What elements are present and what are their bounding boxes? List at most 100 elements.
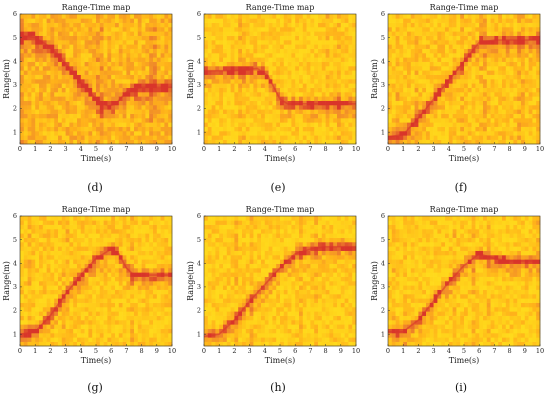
heatmap-cell [107, 92, 112, 97]
heatmap-cell [249, 48, 254, 54]
heatmap-cell [215, 27, 220, 32]
heatmap-cell [452, 109, 457, 114]
heatmap-cell [126, 320, 131, 325]
heatmap-cell [276, 135, 281, 140]
heatmap-cell [107, 135, 112, 140]
heatmap-cell [272, 40, 277, 45]
y-tick-label: 5 [13, 34, 17, 42]
heatmap-cell [314, 105, 319, 110]
heatmap-cell [77, 96, 82, 101]
heatmap-cell [156, 74, 161, 80]
heatmap-cell [344, 57, 349, 62]
heatmap-cell [46, 276, 51, 282]
heatmap-cell [318, 22, 323, 28]
heatmap-cell [456, 118, 461, 123]
heatmap-cell [103, 242, 108, 247]
heatmap-cell [145, 70, 150, 75]
heatmap-cell [340, 27, 345, 32]
heatmap-cell [272, 122, 277, 127]
heatmap-cell [329, 105, 334, 110]
heatmap-cell [521, 96, 526, 101]
heatmap-cell [348, 135, 353, 140]
heatmap-cell [204, 83, 209, 88]
heatmap-cell [242, 105, 247, 110]
heatmap-cell [299, 109, 304, 114]
heatmap-cell [302, 35, 307, 41]
heatmap-cell [58, 61, 63, 67]
heatmap-cell [137, 79, 142, 84]
heatmap-cell [268, 40, 273, 45]
heatmap-cell [20, 66, 25, 71]
heatmap-cell [77, 87, 82, 93]
heatmap-cell [50, 96, 55, 101]
heatmap-cell [50, 220, 55, 225]
heatmap-cell [498, 92, 503, 97]
heatmap-cell [50, 216, 55, 221]
heatmap-cell [118, 281, 123, 286]
heatmap-cell [31, 333, 36, 338]
heatmap-cell [422, 118, 427, 123]
heatmap-cell [126, 135, 131, 140]
heatmap-cell [272, 57, 277, 62]
heatmap-cell [299, 92, 304, 97]
x-tick-label: 5 [94, 347, 98, 355]
heatmap-cell [118, 135, 123, 140]
heatmap-cell [84, 268, 89, 273]
heatmap-cell [536, 40, 541, 45]
heatmap-cell [490, 126, 495, 132]
heatmap-cell [35, 113, 40, 119]
heatmap-cell [156, 320, 161, 325]
heatmap-cell [92, 272, 97, 277]
heatmap-cell [160, 220, 165, 225]
heatmap-cell [145, 307, 150, 312]
heatmap-cell [130, 74, 135, 80]
heatmap-cell [107, 139, 112, 145]
heatmap-cell [340, 139, 345, 145]
heatmap-cell [306, 53, 311, 58]
heatmap-cell [352, 31, 357, 36]
heatmap-cell [429, 27, 434, 32]
heatmap-cell [20, 18, 25, 23]
heatmap-cell [456, 35, 461, 41]
heatmap-cell [111, 14, 116, 19]
heatmap-cell [77, 333, 82, 338]
y-tick-label: 4 [381, 57, 385, 65]
heatmap-cell [126, 44, 131, 49]
heatmap-cell [149, 40, 154, 45]
heatmap-cell [23, 35, 28, 41]
heatmap-cell [204, 255, 209, 260]
heatmap-cell [283, 135, 288, 140]
heatmap-cell [467, 18, 472, 23]
heatmap-cell [164, 109, 169, 114]
heatmap-cell [164, 337, 169, 342]
heatmap-cell [291, 44, 296, 49]
heatmap-cell [441, 139, 446, 145]
heatmap-cell [429, 109, 434, 114]
heatmap-cell [340, 118, 345, 123]
heatmap-cell [115, 79, 120, 84]
heatmap-cell [509, 22, 514, 28]
heatmap-cell [418, 135, 423, 140]
heatmap-cell [399, 105, 404, 110]
heatmap-cell [348, 53, 353, 58]
heatmap-cell [103, 14, 108, 19]
heatmap-cell [134, 250, 139, 256]
heatmap-cell [65, 302, 70, 308]
heatmap-cell [118, 27, 123, 32]
heatmap-cell [39, 337, 44, 342]
heatmap-cell [69, 40, 74, 45]
heatmap-cell [149, 220, 154, 225]
heatmap-cell [325, 118, 330, 123]
heatmap-cell [490, 31, 495, 36]
heatmap-cell [149, 35, 154, 41]
heatmap-cell [426, 79, 431, 84]
heatmap-cell [126, 139, 131, 145]
heatmap-cell [103, 298, 108, 303]
heatmap-cell [107, 105, 112, 110]
heatmap-cell [340, 79, 345, 84]
heatmap-cell [137, 113, 142, 119]
heatmap-cell [475, 48, 480, 54]
heatmap-cell [253, 14, 258, 19]
heatmap-cell [302, 122, 307, 127]
heatmap-cell [532, 122, 537, 127]
